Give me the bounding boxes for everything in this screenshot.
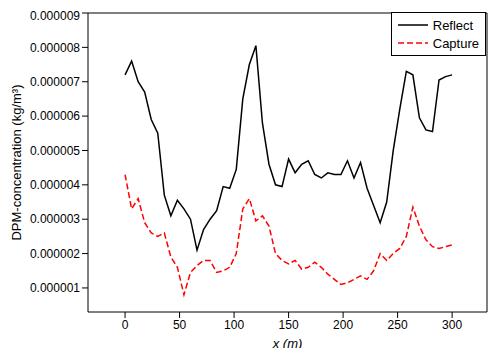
svg-text:250: 250 xyxy=(388,318,408,332)
html-text:Capture: Capture xyxy=(432,35,479,51)
svg-text:0.000007: 0.000007 xyxy=(30,75,80,89)
svg-text:0.000006: 0.000006 xyxy=(30,109,80,123)
html-text:Reflect: Reflect xyxy=(432,17,474,33)
svg-text:0: 0 xyxy=(122,318,129,332)
svg-text:0.000009: 0.000009 xyxy=(30,9,80,23)
svg-text:0.000002: 0.000002 xyxy=(30,247,80,261)
svg-text:0.000008: 0.000008 xyxy=(30,41,80,55)
svg-text:0.000005: 0.000005 xyxy=(30,144,80,158)
svg-text:0.000003: 0.000003 xyxy=(30,212,80,226)
svg-text:0.000001: 0.000001 xyxy=(30,281,80,295)
svg-text:200: 200 xyxy=(333,318,353,332)
svg-text:150: 150 xyxy=(279,318,299,332)
svg-text:0.000004: 0.000004 xyxy=(30,178,80,192)
svg-text:100: 100 xyxy=(224,318,244,332)
svg-text:300: 300 xyxy=(442,318,462,332)
svg-text:x (m): x (m) xyxy=(272,336,303,348)
svg-text:50: 50 xyxy=(173,318,187,332)
svg-text:DPM-concentration (kg/m³): DPM-concentration (kg/m³) xyxy=(9,84,24,240)
